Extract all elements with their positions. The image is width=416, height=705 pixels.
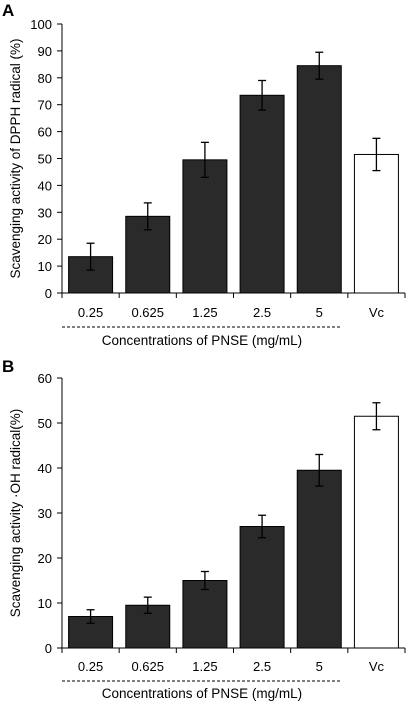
bar xyxy=(296,65,342,294)
x-axis-label: Concentrations of PNSE (mg/mL) xyxy=(102,333,302,348)
y-tick-label: 50 xyxy=(38,152,52,167)
y-tick-label: 80 xyxy=(38,71,52,86)
y-tick-label: 40 xyxy=(38,461,52,476)
y-tick-label: 10 xyxy=(38,596,52,611)
bar xyxy=(239,94,285,294)
x-tick-label: 1.25 xyxy=(192,305,217,320)
panel-label: B xyxy=(2,357,14,376)
x-tick-label: 0.25 xyxy=(78,659,103,674)
y-tick-label: 30 xyxy=(38,506,52,521)
bar xyxy=(182,159,228,294)
x-axis-label: Concentrations of PNSE (mg/mL) xyxy=(102,686,302,701)
y-tick-label: 100 xyxy=(30,17,52,32)
y-tick-label: 0 xyxy=(45,641,52,656)
y-tick-label: 90 xyxy=(38,44,52,59)
y-tick-label: 40 xyxy=(38,178,52,193)
panel-label: A xyxy=(2,1,14,20)
y-tick-label: 50 xyxy=(38,416,52,431)
x-tick-label: 0.625 xyxy=(131,305,164,320)
y-tick-label: 20 xyxy=(38,232,52,247)
panel-b: B 0 10 20 30 40 50 60 0.25 0.625 1.25 2.5 5 Vc Concent… xyxy=(2,357,406,701)
bar xyxy=(182,580,228,649)
y-axis-label: Scavenging activity ·OH radical(%) xyxy=(8,409,23,618)
y-tick-label: 30 xyxy=(38,205,52,220)
x-tick-label: 2.5 xyxy=(253,305,271,320)
x-tick-label: 0.625 xyxy=(131,659,164,674)
bar xyxy=(353,153,399,294)
y-tick-label: 60 xyxy=(38,125,52,140)
y-tick-label: 10 xyxy=(38,259,52,274)
x-tick-label: 5 xyxy=(316,659,323,674)
x-tick-label: 0.25 xyxy=(78,305,103,320)
y-tick-label: 60 xyxy=(38,371,52,386)
y-tick-label: 70 xyxy=(38,98,52,113)
x-tick-label: Vc xyxy=(369,305,385,320)
y-axis-label: Scavenging activity of DPPH radical (%) xyxy=(8,38,23,278)
x-tick-label: 5 xyxy=(316,305,323,320)
bar xyxy=(353,415,399,649)
panel-a: A 0 10 20 30 40 50 60 70 80 90 100 0.25 0.625 1.25 2.5 5… xyxy=(2,1,406,348)
x-tick-label: 2.5 xyxy=(253,659,271,674)
y-tick-label: 0 xyxy=(45,286,52,301)
bar xyxy=(239,526,285,649)
x-tick-label: Vc xyxy=(369,659,385,674)
y-tick-label: 20 xyxy=(38,551,52,566)
bar xyxy=(296,469,342,649)
x-tick-label: 1.25 xyxy=(192,659,217,674)
